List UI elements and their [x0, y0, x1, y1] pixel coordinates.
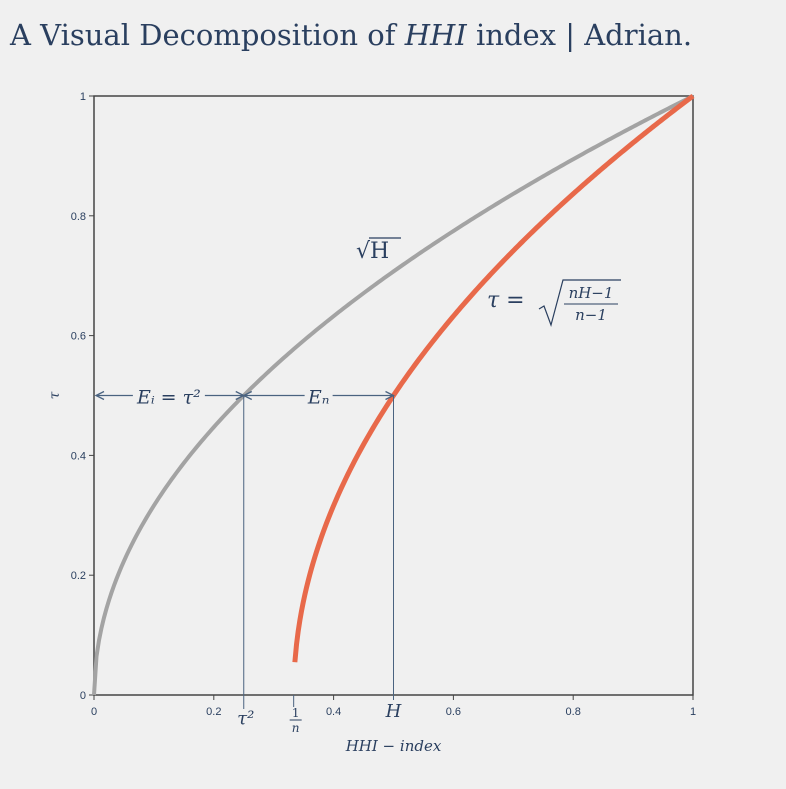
1n-marker-num: 1 — [292, 706, 300, 720]
chart-title: A Visual Decomposition of HHI index | Ad… — [10, 18, 692, 52]
title-prefix: A Visual Decomposition of — [10, 18, 405, 52]
y-tick-label: 0 — [80, 690, 86, 702]
y-tick-label: 1 — [80, 91, 86, 103]
title-suffix: index | Adrian. — [466, 18, 693, 52]
x-tick-label: 1 — [690, 706, 696, 718]
tau-formula-radical — [538, 279, 621, 327]
en-arrowhead-left — [242, 390, 253, 401]
y-tick-label: 0.4 — [71, 450, 86, 462]
en-label-bg — [304, 383, 333, 408]
ei-arrowhead-left — [94, 390, 105, 401]
tau-formula-label: τ = nH−1 n−1 — [487, 279, 621, 327]
y-tick-label: 0.8 — [71, 211, 86, 223]
curves — [92, 94, 695, 696]
x-axis-label: HHI − index — [345, 737, 442, 755]
annotations: Eᵢ = τ² Eₙ τ² 1n H √H τ = nH−1 n−1 — [94, 237, 621, 735]
en-label: Eₙ — [307, 387, 330, 409]
ei-label: Eᵢ = τ² — [136, 387, 201, 409]
x-tick-label: 0.6 — [446, 706, 461, 718]
y-axis-label: τ — [47, 391, 63, 399]
tau-formula-den: n−1 — [575, 306, 607, 324]
x-tick-label: 0.8 — [566, 706, 581, 718]
tau-formula-num: nH−1 — [569, 284, 614, 302]
axes: 0 0.2 0.4 0.6 0.8 1 0 0.2 0.4 0.6 0.8 1 HHI − index τ — [47, 91, 696, 755]
1n-marker-den: n — [292, 721, 300, 735]
sqrt-h-curve — [92, 94, 694, 696]
y-tick-label: 0.6 — [71, 331, 86, 343]
y-tick-label: 0.2 — [71, 570, 86, 582]
tau2-marker-label: τ² — [237, 708, 254, 729]
title-math: HHI — [404, 18, 467, 52]
ei-label-bg — [132, 381, 205, 408]
x-tick-label: 0.2 — [206, 706, 221, 718]
tau-curve — [292, 94, 695, 663]
x-tick-label: 0.4 — [326, 706, 341, 718]
x-tick-label: 0 — [91, 706, 97, 718]
tau-formula-lhs: τ = — [487, 288, 525, 313]
sqrt-h-label-text: √H — [356, 239, 389, 264]
h-marker-label: H — [385, 701, 402, 722]
en-arrowhead-right — [385, 390, 395, 401]
sqrt-h-label: √H — [356, 237, 401, 264]
